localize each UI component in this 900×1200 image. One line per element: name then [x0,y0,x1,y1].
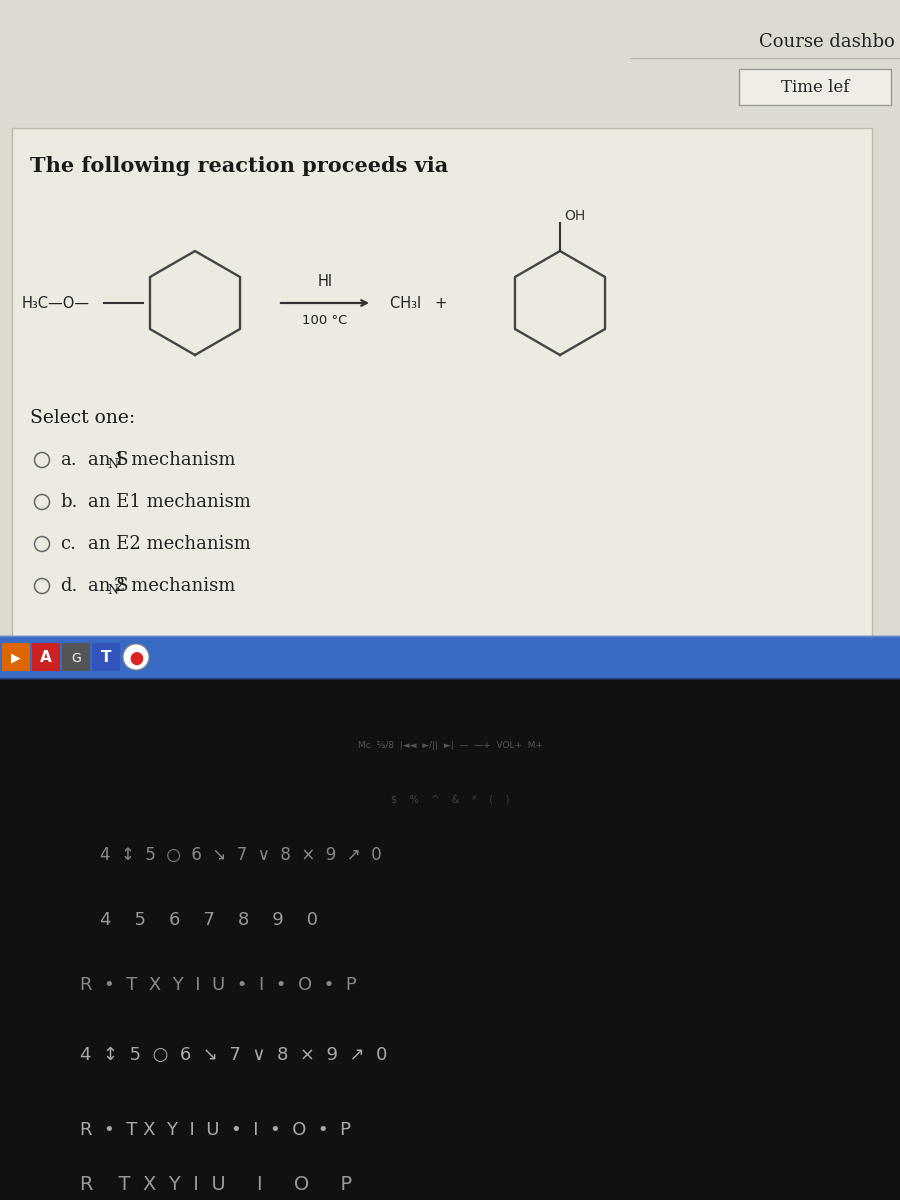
Text: Course dashbo: Course dashbo [760,32,895,50]
Text: CH₃I   +: CH₃I + [390,296,447,312]
Text: N: N [107,584,118,598]
Text: A: A [40,650,52,666]
Circle shape [123,644,149,670]
FancyBboxPatch shape [62,643,90,671]
FancyBboxPatch shape [12,128,872,638]
FancyBboxPatch shape [92,643,120,671]
Text: Mc  ⅔/8  |◄◄  ►/||  ►|  —  —+  VOL+  M+: Mc ⅔/8 |◄◄ ►/|| ►| — —+ VOL+ M+ [357,740,543,750]
Text: 1 mechanism: 1 mechanism [114,451,236,469]
Text: c.: c. [60,535,76,553]
Bar [0,636,900,678]
Text: 100 °C: 100 °C [302,314,347,328]
FancyBboxPatch shape [739,68,891,104]
Text: 4    5    6    7    8    9    0: 4 5 6 7 8 9 0 [100,911,318,929]
Text: 4  ↕  5  ○  6  ↘  7  ∨  8  ×  9  ↗  0: 4 ↕ 5 ○ 6 ↘ 7 ∨ 8 × 9 ↗ 0 [80,1046,387,1064]
Bar [0,678,900,1200]
Text: The following reaction proceeds via: The following reaction proceeds via [30,156,448,176]
Text: an E1 mechanism: an E1 mechanism [88,493,251,511]
Text: N: N [107,458,118,472]
Text: 4  ↕  5  ○  6  ↘  7  ∨  8  ×  9  ↗  0: 4 ↕ 5 ○ 6 ↘ 7 ∨ 8 × 9 ↗ 0 [100,846,382,864]
Text: 2 mechanism: 2 mechanism [114,577,236,595]
Text: R  •  T  X  Y  I  U  •  I  •  O  •  P: R • T X Y I U • I • O • P [80,976,356,994]
Text: G: G [71,652,81,665]
Text: ▶: ▶ [11,652,21,665]
Text: Select one:: Select one: [30,409,135,427]
FancyBboxPatch shape [2,643,30,671]
Text: an S: an S [88,577,129,595]
Text: HI: HI [318,274,333,288]
Text: an E2 mechanism: an E2 mechanism [88,535,251,553]
Text: T: T [101,650,112,666]
Text: R  •  T X  Y  I  U  •  I  •  O  •  P: R • T X Y I U • I • O • P [80,1121,351,1139]
Text: $    %    ^    &    *    (    ): $ % ^ & * ( ) [391,794,509,805]
Text: R    T  X  Y  I  U     I     O     P: R T X Y I U I O P [80,1176,352,1194]
Text: Time lef: Time lef [781,79,850,96]
Text: ⬤: ⬤ [129,652,143,665]
Text: d.: d. [60,577,77,595]
Text: an S: an S [88,451,129,469]
Bar [0,0,900,678]
Text: a.: a. [60,451,76,469]
Text: b.: b. [60,493,77,511]
Text: OH: OH [564,209,585,223]
FancyBboxPatch shape [32,643,60,671]
Text: H₃C—O—: H₃C—O— [22,296,90,312]
